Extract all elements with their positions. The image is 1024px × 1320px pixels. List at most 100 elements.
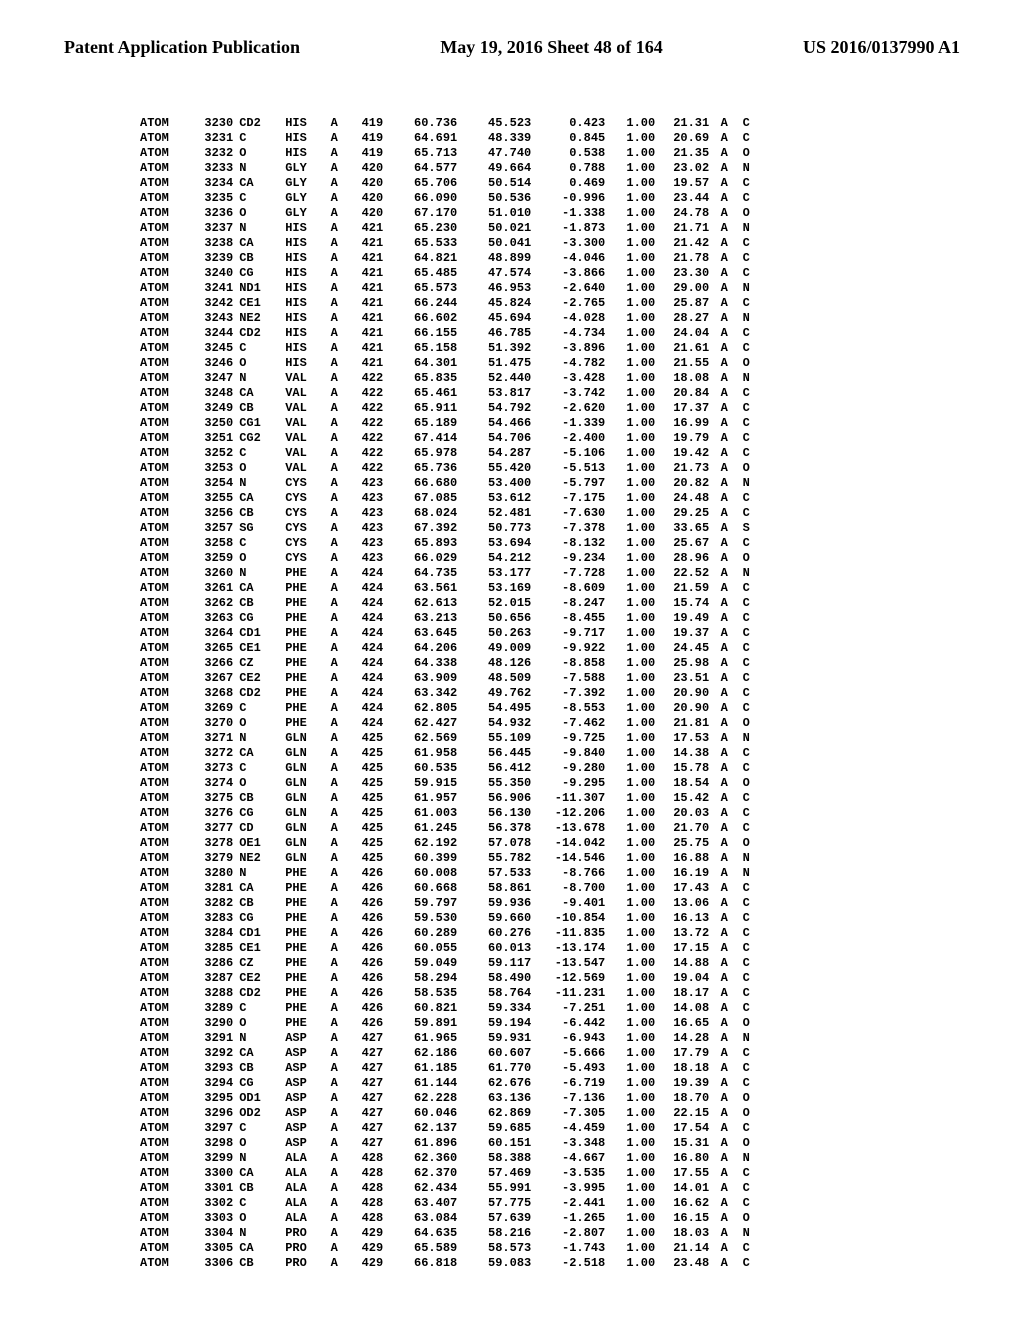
alt-col: A	[715, 506, 739, 521]
bfactor-col: 28.27	[661, 311, 715, 326]
y-col: 53.612	[463, 491, 537, 506]
table-row: ATOM 3281CA PHEA 426 60.668 58.861 -8.70…	[140, 881, 759, 896]
table-row: ATOM 3260N PHEA 424 64.735 53.177 -7.728…	[140, 566, 759, 581]
seq-col: 424	[347, 566, 389, 581]
y-col: 48.899	[463, 251, 537, 266]
record-col: ATOM	[140, 431, 189, 446]
z-col: -9.295	[537, 776, 611, 791]
seq-col: 421	[347, 341, 389, 356]
seq-col: 421	[347, 296, 389, 311]
element-col: O	[739, 551, 759, 566]
occupancy-col: 1.00	[611, 596, 661, 611]
atom-name-col: CD2	[239, 986, 285, 1001]
z-col: -5.666	[537, 1046, 611, 1061]
bfactor-col: 19.42	[661, 446, 715, 461]
chain-col: A	[327, 791, 347, 806]
x-col: 65.713	[389, 146, 463, 161]
table-row: ATOM 3230CD2 HISA 419 60.736 45.523 0.42…	[140, 116, 759, 131]
occupancy-col: 1.00	[611, 641, 661, 656]
alt-col: A	[715, 341, 739, 356]
atom-name-col: C	[239, 1001, 285, 1016]
table-row: ATOM 3236O GLYA 420 67.170 51.010 -1.338…	[140, 206, 759, 221]
y-col: 48.339	[463, 131, 537, 146]
chain-col: A	[327, 911, 347, 926]
x-col: 67.392	[389, 521, 463, 536]
record-col: ATOM	[140, 836, 189, 851]
element-col: C	[739, 1256, 759, 1271]
residue-col: HIS	[285, 221, 327, 236]
chain-col: A	[327, 1091, 347, 1106]
chain-col: A	[327, 821, 347, 836]
y-col: 59.117	[463, 956, 537, 971]
element-col: C	[739, 416, 759, 431]
record-col: ATOM	[140, 476, 189, 491]
record-col: ATOM	[140, 506, 189, 521]
occupancy-col: 1.00	[611, 746, 661, 761]
table-row: ATOM 3300CA ALAA 428 62.370 57.469 -3.53…	[140, 1166, 759, 1181]
element-col: C	[739, 926, 759, 941]
alt-col: A	[715, 686, 739, 701]
serial-col: 3306	[189, 1256, 239, 1271]
table-row: ATOM 3249CB VALA 422 65.911 54.792 -2.62…	[140, 401, 759, 416]
atom-name-col: CB	[239, 1256, 285, 1271]
bfactor-col: 21.31	[661, 116, 715, 131]
alt-col: A	[715, 446, 739, 461]
alt-col: A	[715, 731, 739, 746]
atom-name-col: CG1	[239, 416, 285, 431]
atom-name-col: OD2	[239, 1106, 285, 1121]
z-col: -7.462	[537, 716, 611, 731]
serial-col: 3257	[189, 521, 239, 536]
serial-col: 3260	[189, 566, 239, 581]
occupancy-col: 1.00	[611, 971, 661, 986]
alt-col: A	[715, 236, 739, 251]
element-col: O	[739, 776, 759, 791]
serial-col: 3233	[189, 161, 239, 176]
occupancy-col: 1.00	[611, 941, 661, 956]
atom-name-col: CG	[239, 1076, 285, 1091]
alt-col: A	[715, 596, 739, 611]
bfactor-col: 20.90	[661, 686, 715, 701]
serial-col: 3283	[189, 911, 239, 926]
x-col: 60.668	[389, 881, 463, 896]
bfactor-col: 29.00	[661, 281, 715, 296]
z-col: -4.782	[537, 356, 611, 371]
element-col: N	[739, 1151, 759, 1166]
occupancy-col: 1.00	[611, 146, 661, 161]
record-col: ATOM	[140, 341, 189, 356]
element-col: C	[739, 701, 759, 716]
serial-col: 3246	[189, 356, 239, 371]
element-col: C	[739, 671, 759, 686]
z-col: -7.392	[537, 686, 611, 701]
bfactor-col: 16.62	[661, 1196, 715, 1211]
alt-col: A	[715, 1016, 739, 1031]
x-col: 63.909	[389, 671, 463, 686]
occupancy-col: 1.00	[611, 296, 661, 311]
element-col: C	[739, 1001, 759, 1016]
z-col: -8.700	[537, 881, 611, 896]
chain-col: A	[327, 716, 347, 731]
table-row: ATOM 3237N HISA 421 65.230 50.021 -1.873…	[140, 221, 759, 236]
chain-col: A	[327, 866, 347, 881]
serial-col: 3266	[189, 656, 239, 671]
serial-col: 3254	[189, 476, 239, 491]
element-col: N	[739, 476, 759, 491]
seq-col: 426	[347, 926, 389, 941]
bfactor-col: 17.15	[661, 941, 715, 956]
seq-col: 426	[347, 911, 389, 926]
y-col: 54.466	[463, 416, 537, 431]
x-col: 61.965	[389, 1031, 463, 1046]
bfactor-col: 18.18	[661, 1061, 715, 1076]
alt-col: A	[715, 281, 739, 296]
atom-name-col: CG	[239, 806, 285, 821]
alt-col: A	[715, 146, 739, 161]
record-col: ATOM	[140, 701, 189, 716]
bfactor-col: 19.57	[661, 176, 715, 191]
table-row: ATOM 3284CD1 PHEA 426 60.289 60.276 -11.…	[140, 926, 759, 941]
element-col: C	[739, 1181, 759, 1196]
record-col: ATOM	[140, 656, 189, 671]
alt-col: A	[715, 191, 739, 206]
element-col: O	[739, 1016, 759, 1031]
table-row: ATOM 3278OE1 GLNA 425 62.192 57.078 -14.…	[140, 836, 759, 851]
y-col: 45.824	[463, 296, 537, 311]
y-col: 48.126	[463, 656, 537, 671]
